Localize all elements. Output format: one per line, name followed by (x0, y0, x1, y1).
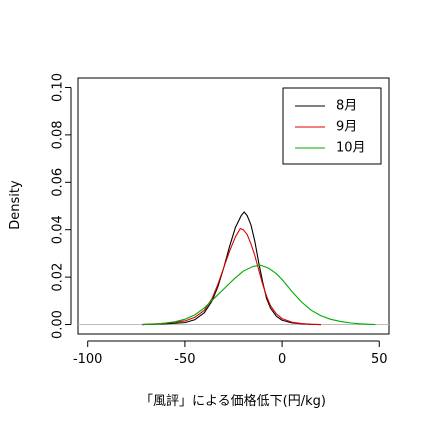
x-tick-label: 0 (278, 352, 286, 367)
y-tick-label: 0.00 (51, 310, 66, 339)
y-tick-label: 0.02 (51, 263, 66, 292)
legend: 8月 9月 10月 (282, 87, 382, 165)
legend-label-1: 8月 (336, 99, 357, 114)
y-tick-label: 0.10 (51, 73, 66, 102)
x-tick-label: -100 (73, 352, 103, 367)
series-line-2 (142, 227, 321, 326)
legend-label-3: 10月 (336, 141, 366, 156)
series-line-1 (142, 211, 321, 326)
x-axis-label: 「風評」による価格低下(円/kg) (140, 393, 326, 409)
y-axis-label: Density (8, 180, 23, 230)
y-axis: 0.00 0.02 0.04 0.06 0.08 0.10 (51, 73, 72, 339)
y-tick-label: 0.08 (51, 120, 66, 149)
y-tick-label: 0.06 (51, 168, 66, 197)
x-tick-label: 50 (371, 352, 388, 367)
plot-frame (77, 77, 390, 335)
x-tick-label: -50 (174, 352, 195, 367)
legend-box (282, 87, 382, 165)
series-layer (142, 211, 376, 326)
legend-label-2: 9月 (336, 120, 357, 135)
y-tick-label: 0.04 (51, 215, 66, 244)
x-axis: -100 -50 0 50 (73, 340, 388, 367)
series-line-3 (142, 264, 376, 326)
legend-items: 8月 9月 10月 (295, 99, 366, 156)
